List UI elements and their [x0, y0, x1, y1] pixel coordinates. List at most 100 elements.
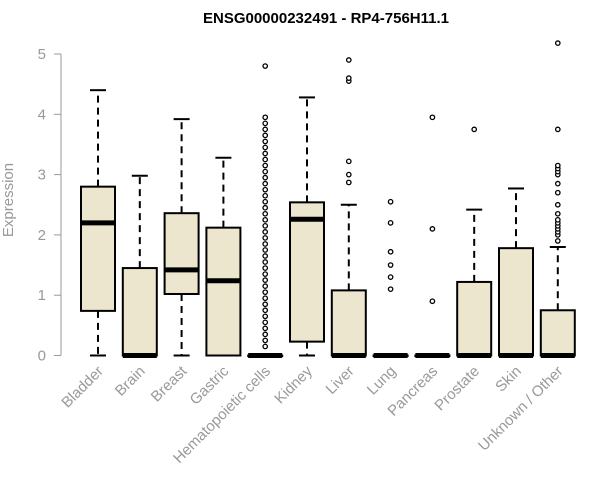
outlier-point	[262, 289, 269, 296]
outlier-point	[262, 114, 269, 121]
outlier-point	[262, 204, 269, 211]
box-group	[456, 126, 493, 358]
y-tick-label: 0	[38, 348, 46, 365]
outlier-point	[429, 226, 436, 232]
y-tick-label: 4	[38, 106, 46, 123]
outlier-point	[262, 132, 269, 139]
outlier-point	[387, 274, 394, 280]
outlier-point	[429, 298, 436, 305]
outlier-point	[554, 216, 561, 223]
outlier-point	[262, 126, 269, 133]
outlier-point	[387, 198, 394, 205]
x-category-label: Skin	[492, 363, 525, 396]
y-tick-label: 1	[38, 287, 46, 304]
outlier-point	[262, 229, 269, 235]
y-tick-label: 3	[38, 167, 46, 184]
outlier-point	[345, 171, 352, 178]
outlier-point	[262, 325, 269, 332]
box-group	[289, 96, 325, 357]
outlier-point	[262, 138, 269, 145]
outlier-point	[262, 247, 269, 253]
outlier-point	[554, 162, 561, 169]
y-axis-label: Expression	[0, 163, 17, 237]
outlier-point	[262, 301, 269, 308]
x-category-label: Liver	[323, 363, 358, 398]
x-category-label: Kidney	[271, 362, 316, 407]
box-rect	[498, 247, 534, 357]
outlier-point	[262, 144, 269, 151]
outlier-point	[262, 253, 269, 259]
outlier-point	[262, 277, 269, 283]
box-group	[121, 174, 158, 358]
outlier-point	[262, 223, 269, 229]
outlier-point	[554, 40, 561, 46]
box-rect	[80, 185, 116, 312]
y-axis: 0 1 2 3 4 5	[38, 46, 62, 365]
box-group	[205, 156, 242, 357]
outlier-point	[262, 313, 269, 320]
outlier-point	[262, 235, 269, 241]
box-rect	[289, 201, 325, 343]
outlier-point	[262, 150, 269, 157]
outlier-point	[262, 307, 269, 314]
box-group	[163, 118, 200, 357]
outlier-point	[262, 156, 269, 163]
x-category-label: Prostate	[431, 363, 483, 415]
box-group	[539, 40, 576, 358]
outlier-point	[554, 210, 561, 217]
outlier-point	[262, 343, 269, 350]
outlier-point	[262, 295, 269, 302]
outlier-point	[471, 126, 478, 133]
outlier-point	[387, 262, 394, 268]
outlier-point	[262, 241, 269, 247]
outlier-point	[387, 219, 394, 226]
outlier-point	[262, 283, 269, 290]
box-group	[372, 198, 409, 358]
x-category-label: Lung	[364, 363, 400, 399]
outlier-point	[262, 63, 269, 69]
x-category-label: Brain	[112, 363, 149, 400]
outlier-point	[262, 259, 269, 265]
outlier-point	[262, 210, 269, 217]
outlier-point	[262, 198, 269, 205]
outlier-point	[345, 75, 352, 81]
outlier-point	[554, 180, 561, 187]
outlier-point	[387, 286, 394, 293]
outlier-point	[262, 337, 269, 344]
x-category-label: Breast	[148, 362, 191, 405]
outlier-point	[554, 238, 561, 244]
box-rect	[205, 226, 242, 357]
outlier-point	[262, 180, 269, 187]
outlier-point	[345, 158, 352, 165]
outlier-point	[262, 331, 269, 338]
outlier-point	[345, 57, 352, 63]
box-group	[330, 57, 367, 358]
outlier-point	[262, 192, 269, 199]
outlier-point	[262, 271, 269, 277]
outlier-point	[262, 186, 269, 193]
outlier-point	[387, 248, 394, 255]
outlier-point	[262, 168, 269, 175]
x-category-label: Bladder	[58, 363, 107, 412]
box-rect	[163, 212, 200, 295]
box-group	[247, 63, 284, 358]
outlier-point	[554, 126, 561, 133]
outlier-point	[262, 216, 269, 223]
box-rect	[456, 280, 493, 357]
outlier-point	[262, 120, 269, 127]
y-tick-label: 2	[38, 227, 46, 244]
box-rect	[121, 267, 158, 357]
outlier-point	[262, 174, 269, 181]
outlier-point	[262, 162, 269, 169]
box-rect	[539, 309, 576, 357]
outlier-point	[262, 265, 269, 271]
box-group	[80, 89, 116, 357]
outlier-point	[554, 189, 561, 196]
outlier-point	[345, 179, 352, 186]
box-group	[414, 114, 451, 358]
box-group	[498, 187, 534, 358]
outlier-point	[262, 319, 269, 326]
